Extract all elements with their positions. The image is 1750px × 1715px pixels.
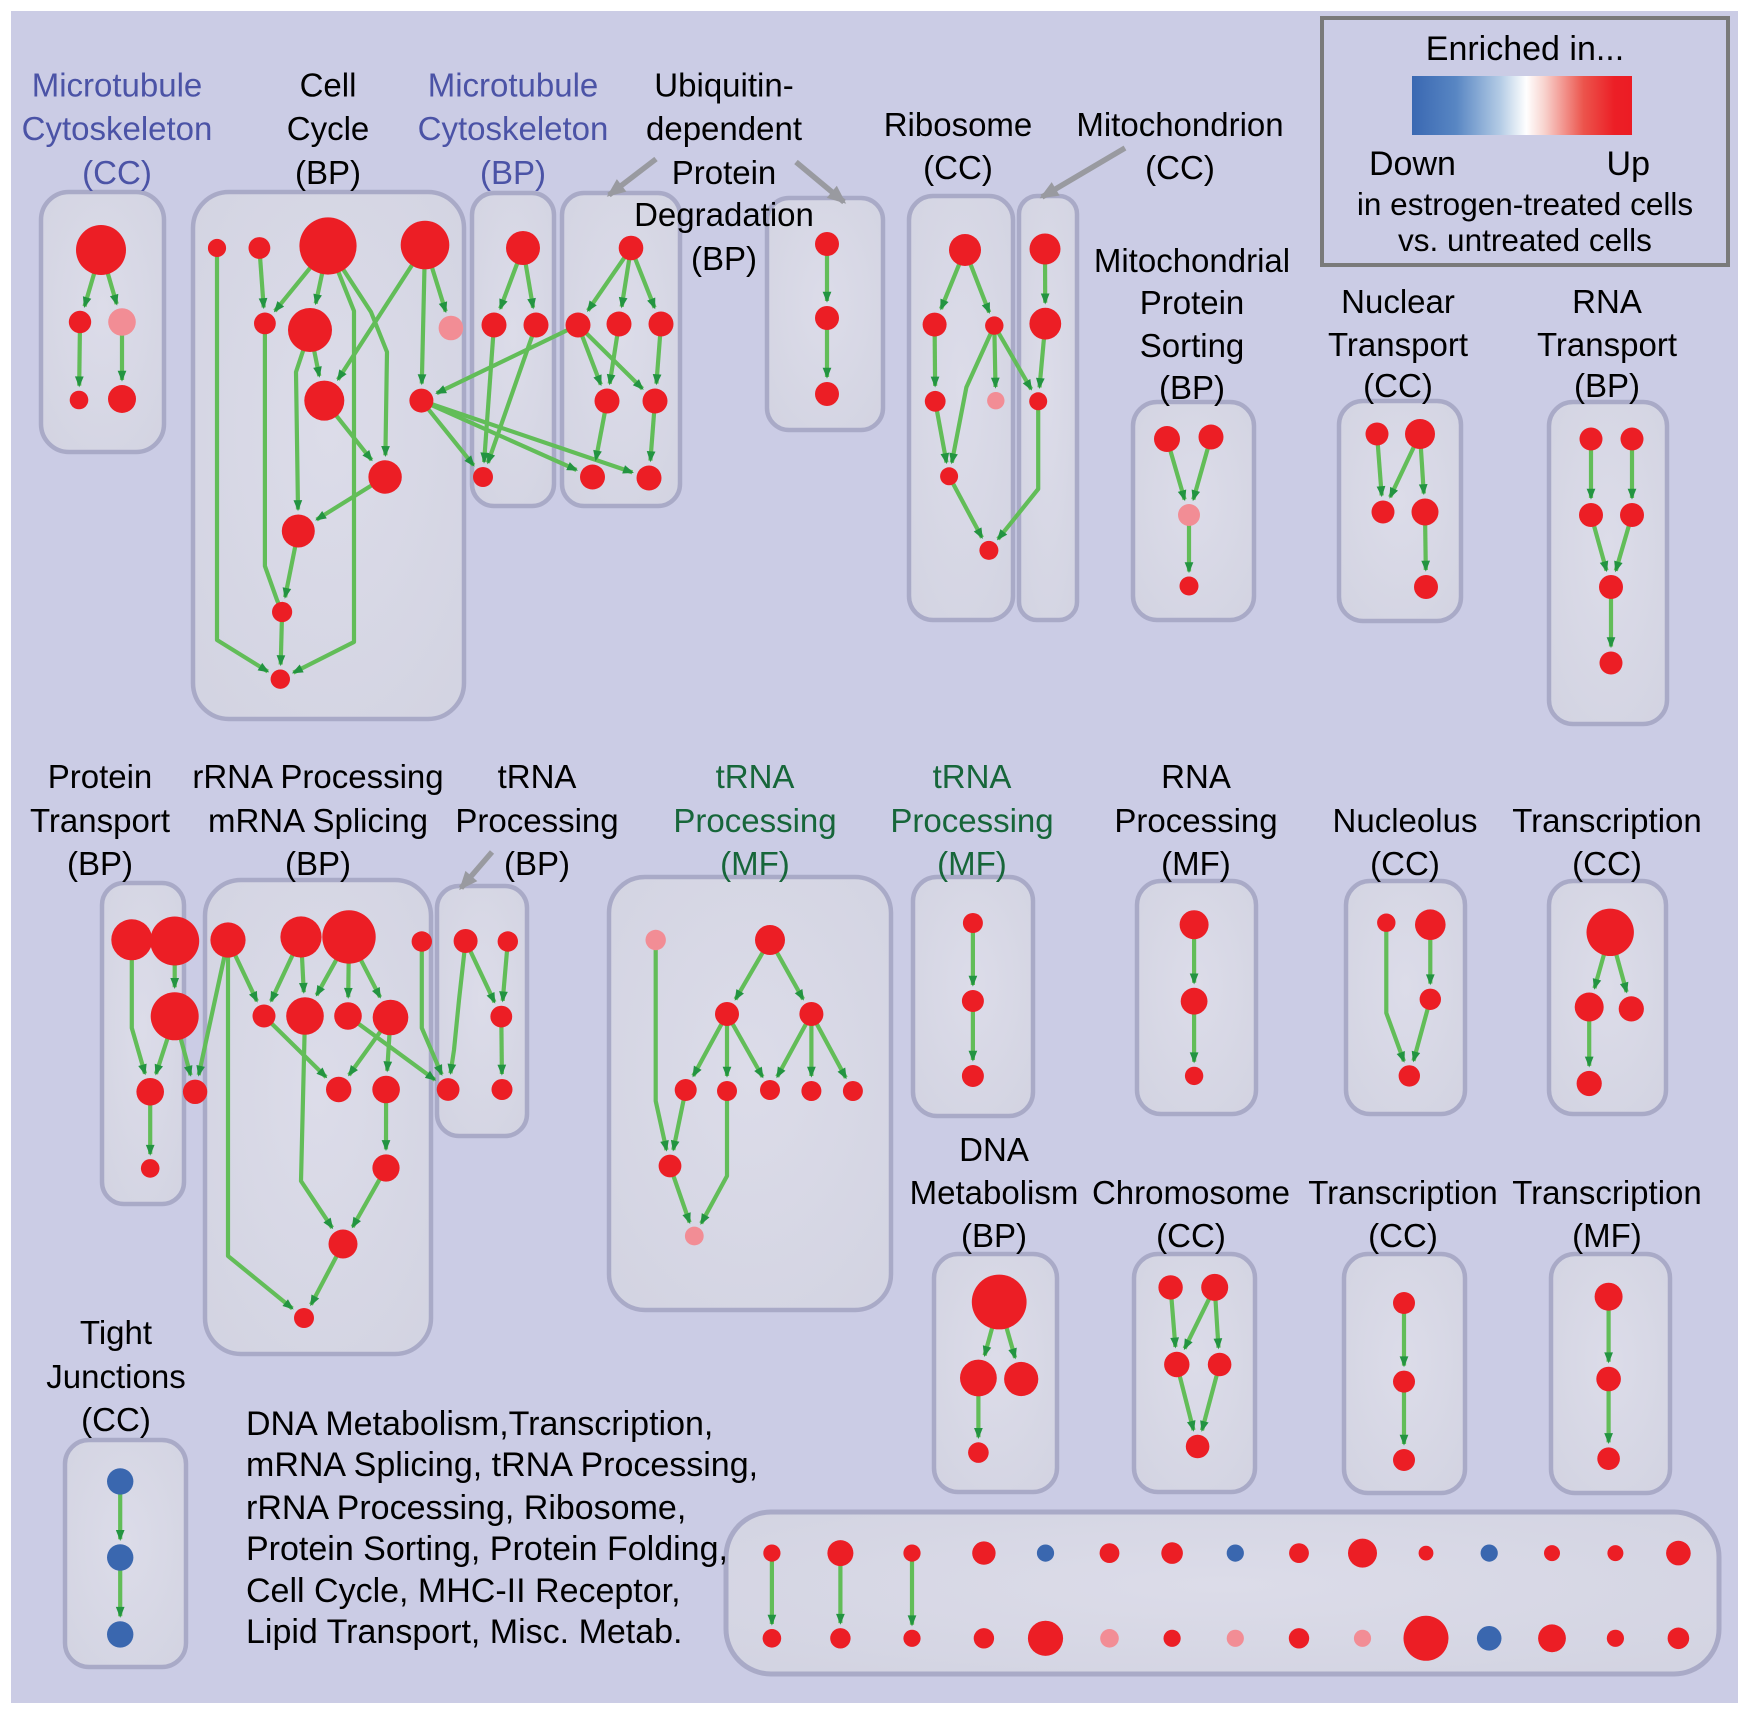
svg-text:Cell: Cell — [300, 67, 357, 104]
svg-text:(BP): (BP) — [1159, 369, 1225, 406]
svg-text:(MF): (MF) — [1161, 845, 1231, 882]
svg-text:vs. untreated cells: vs. untreated cells — [1398, 222, 1652, 258]
svg-text:Cell Cycle, MHC-II Receptor,: Cell Cycle, MHC-II Receptor, — [246, 1572, 681, 1610]
svg-text:Lipid Transport, Misc. Metab.: Lipid Transport, Misc. Metab. — [246, 1613, 683, 1651]
svg-text:rRNA Processing: rRNA Processing — [192, 758, 443, 795]
svg-text:Mitochondrial: Mitochondrial — [1094, 242, 1290, 279]
svg-text:(CC): (CC) — [1156, 1217, 1226, 1254]
svg-text:(BP): (BP) — [480, 154, 546, 191]
svg-text:Processing: Processing — [1114, 802, 1277, 839]
svg-text:tRNA: tRNA — [716, 758, 795, 795]
svg-text:Protein Sorting, Protein Foldi: Protein Sorting, Protein Folding, — [246, 1530, 728, 1568]
svg-text:dependent: dependent — [646, 110, 802, 147]
svg-text:Processing: Processing — [890, 802, 1053, 839]
svg-text:(CC): (CC) — [1572, 845, 1642, 882]
svg-text:Microtubule: Microtubule — [428, 67, 599, 104]
svg-text:Tight: Tight — [80, 1314, 152, 1351]
svg-text:(BP): (BP) — [285, 845, 351, 882]
svg-text:(CC): (CC) — [82, 154, 152, 191]
svg-text:Transport: Transport — [30, 802, 170, 839]
svg-text:Up: Up — [1607, 145, 1650, 183]
svg-text:Transport: Transport — [1328, 326, 1468, 363]
svg-text:RNA: RNA — [1161, 758, 1231, 795]
svg-text:mRNA Splicing: mRNA Splicing — [208, 802, 428, 839]
svg-text:Cytoskeleton: Cytoskeleton — [22, 110, 213, 147]
svg-text:Junctions: Junctions — [46, 1358, 185, 1395]
svg-text:Transcription: Transcription — [1512, 802, 1702, 839]
svg-text:(BP): (BP) — [691, 240, 757, 277]
svg-text:Protein: Protein — [1140, 284, 1245, 321]
svg-text:RNA: RNA — [1572, 283, 1642, 320]
svg-text:(MF): (MF) — [720, 845, 790, 882]
svg-text:Ribosome: Ribosome — [884, 106, 1033, 143]
svg-text:Microtubule: Microtubule — [32, 67, 203, 104]
svg-text:(BP): (BP) — [295, 154, 361, 191]
svg-text:Transcription: Transcription — [1512, 1174, 1702, 1211]
svg-text:(MF): (MF) — [937, 845, 1007, 882]
svg-text:(CC): (CC) — [1368, 1217, 1438, 1254]
svg-text:(BP): (BP) — [961, 1217, 1027, 1254]
svg-text:DNA Metabolism,Transcription,: DNA Metabolism,Transcription, — [246, 1405, 713, 1443]
svg-text:Nucleolus: Nucleolus — [1333, 802, 1478, 839]
svg-text:tRNA: tRNA — [933, 758, 1012, 795]
svg-text:(BP): (BP) — [67, 845, 133, 882]
svg-text:(BP): (BP) — [504, 845, 570, 882]
svg-text:Nuclear: Nuclear — [1341, 283, 1455, 320]
svg-text:Degradation: Degradation — [634, 196, 814, 233]
svg-text:Ubiquitin-: Ubiquitin- — [654, 67, 793, 104]
svg-text:(CC): (CC) — [1363, 367, 1433, 404]
svg-text:(CC): (CC) — [923, 149, 993, 186]
svg-text:Protein: Protein — [48, 758, 153, 795]
svg-text:Cycle: Cycle — [287, 110, 370, 147]
svg-text:Processing: Processing — [455, 802, 618, 839]
svg-text:Metabolism: Metabolism — [910, 1174, 1079, 1211]
svg-text:Chromosome: Chromosome — [1092, 1174, 1290, 1211]
svg-text:Protein: Protein — [672, 154, 777, 191]
svg-text:(MF): (MF) — [1572, 1217, 1642, 1254]
svg-text:(BP): (BP) — [1574, 367, 1640, 404]
svg-text:in estrogen-treated cells: in estrogen-treated cells — [1357, 186, 1693, 222]
svg-text:Enriched in...: Enriched in... — [1426, 30, 1624, 68]
svg-text:Cytoskeleton: Cytoskeleton — [418, 110, 609, 147]
svg-text:mRNA Splicing, tRNA Processing: mRNA Splicing, tRNA Processing, — [246, 1446, 758, 1484]
svg-text:Sorting: Sorting — [1140, 327, 1245, 364]
svg-text:Transcription: Transcription — [1308, 1174, 1498, 1211]
svg-text:Transport: Transport — [1537, 326, 1677, 363]
svg-text:Processing: Processing — [673, 802, 836, 839]
svg-text:tRNA: tRNA — [498, 758, 577, 795]
svg-text:Down: Down — [1369, 145, 1456, 183]
svg-text:(CC): (CC) — [81, 1401, 151, 1438]
svg-text:(CC): (CC) — [1370, 845, 1440, 882]
svg-text:Mitochondrion: Mitochondrion — [1076, 106, 1283, 143]
svg-text:(CC): (CC) — [1145, 149, 1215, 186]
svg-text:rRNA Processing, Ribosome,: rRNA Processing, Ribosome, — [246, 1489, 686, 1527]
svg-text:DNA: DNA — [959, 1131, 1029, 1168]
